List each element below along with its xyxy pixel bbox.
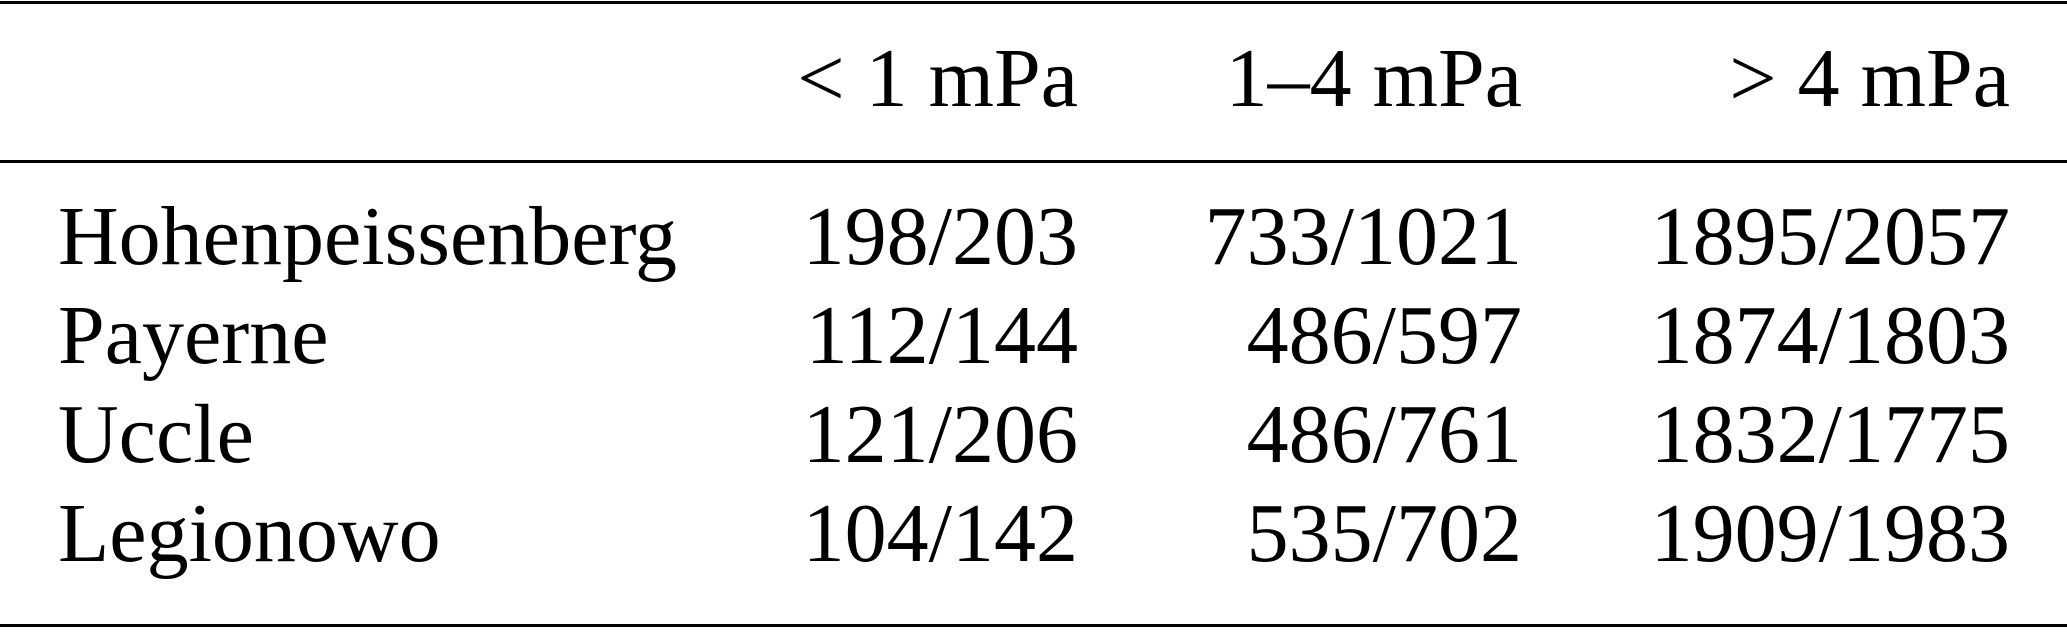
table-cell: 1909/1983 [1650, 487, 2010, 580]
table-cell: 535/702 [1246, 487, 1522, 580]
table-row: Payerne 112/144 486/597 1874/1803 [0, 286, 2067, 386]
table-cell: 1895/2057 [1650, 190, 2010, 283]
top-rule [0, 1, 2067, 4]
station-name: Payerne [58, 289, 329, 382]
table-cell: 198/203 [802, 190, 1078, 283]
table-cell: 733/1021 [1204, 190, 1522, 283]
station-name: Hohenpeissenberg [58, 190, 677, 283]
table-row: Hohenpeissenberg 198/203 733/1021 1895/2… [0, 187, 2067, 287]
table-cell: 104/142 [802, 487, 1078, 580]
table-cell: 1832/1775 [1650, 388, 2010, 481]
table-row: Legionowo 104/142 535/702 1909/1983 [0, 484, 2067, 584]
table-cell: 112/144 [805, 289, 1078, 382]
table-row: Uccle 121/206 486/761 1832/1775 [0, 385, 2067, 485]
header-gt-4-mpa: > 4 mPa [1729, 32, 2010, 125]
table-cell: 486/761 [1246, 388, 1522, 481]
header-1-4-mpa: 1–4 mPa [1225, 32, 1522, 125]
bottom-rule [0, 624, 2067, 627]
table-cell: 1874/1803 [1650, 289, 2010, 382]
header-rule [0, 160, 2067, 163]
station-name: Uccle [58, 388, 254, 481]
table-cell: 121/206 [802, 388, 1078, 481]
header-lt-1-mpa: < 1 mPa [797, 32, 1078, 125]
station-name: Legionowo [58, 487, 441, 580]
table-cell: 486/597 [1246, 289, 1522, 382]
